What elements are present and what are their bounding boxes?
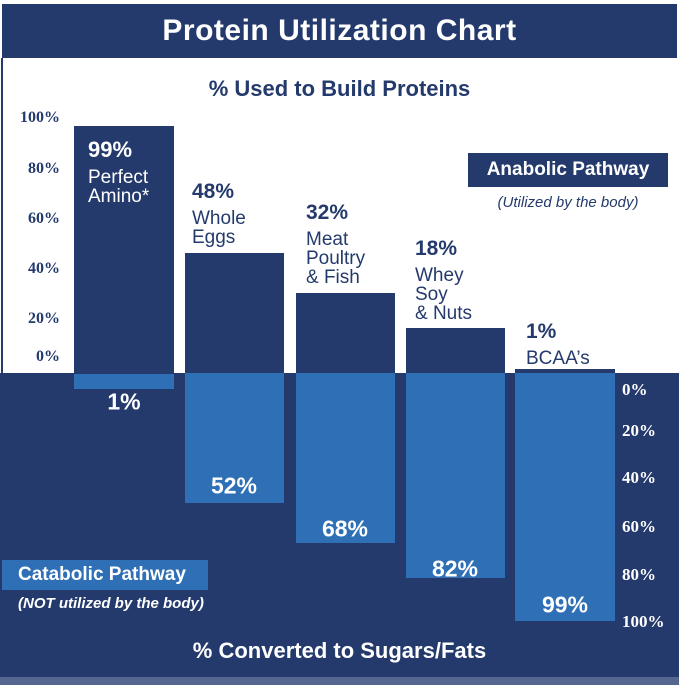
top-axis-heading: % Used to Build Proteins	[208, 76, 471, 101]
bar-label-whole-eggs: 48% Whole Eggs	[192, 180, 246, 248]
catabolic-bar-meat-poultry-fish	[296, 373, 395, 543]
anabolic-bar-bcaas	[515, 369, 615, 373]
catabolic-bar-whole-eggs	[185, 373, 284, 503]
right-axis-tick-80: 80%	[622, 565, 656, 584]
left-axis-tick-80: 80%	[28, 160, 60, 177]
left-axis-tick-100: 100%	[20, 109, 60, 126]
left-axis-line	[1, 58, 3, 373]
anabolic-bar-whey-soy-nuts	[406, 328, 505, 373]
anabolic-bar-whole-eggs	[185, 253, 284, 373]
catabolic-pct-whole-eggs: 52%	[210, 472, 258, 499]
anabolic-pathway-label: Anabolic Pathway	[486, 159, 650, 180]
left-axis-tick-0: 0%	[36, 348, 60, 365]
left-axis-tick-40: 40%	[28, 260, 60, 277]
catabolic-pathway-sublabel: (NOT utilized by the body)	[18, 595, 204, 612]
right-axis-tick-60: 60%	[622, 517, 656, 536]
bottom-axis-heading: % Converted to Sugars/Fats	[192, 638, 487, 663]
anabolic-pathway-sublabel: (Utilized by the body)	[497, 194, 639, 211]
bar-label-whey-soy-nuts: 18% Whey Soy & Nuts	[415, 237, 473, 324]
anabolic-pathway-badge: Anabolic Pathway	[468, 153, 668, 187]
right-axis-tick-100: 100%	[622, 612, 665, 631]
bar-label-meat-poultry-fish: 32% Meat Poultry & Fish	[306, 201, 366, 288]
page-title: Protein Utilization Chart	[162, 14, 517, 47]
right-axis-tick-0: 0%	[622, 380, 648, 399]
right-axis-tick-20: 20%	[622, 421, 656, 440]
catabolic-pathway-badge: Catabolic Pathway	[2, 560, 208, 590]
catabolic-pathway-label: Catabolic Pathway	[18, 564, 186, 585]
catabolic-bar-whey-soy-nuts	[406, 373, 505, 578]
anabolic-bar-perfect-amino	[74, 125, 174, 373]
left-axis-tick-60: 60%	[28, 210, 60, 227]
bar-label-bcaas: 1% BCAA’s	[526, 320, 590, 369]
chart-title-bar: Protein Utilization Chart	[2, 4, 677, 58]
catabolic-bar-bcaas	[515, 373, 615, 621]
bar-pct: 1%	[526, 320, 557, 343]
bar-label-perfect-amino: 99% Perfect Amino*	[88, 137, 150, 207]
anabolic-bar-meat-poultry-fish	[296, 293, 395, 373]
bar-pct: 99%	[88, 137, 133, 162]
catabolic-pct-bcaas: 99%	[541, 591, 589, 618]
bar-pct: 18%	[415, 237, 458, 260]
bar-pct: 48%	[192, 180, 235, 203]
catabolic-pct-whey-soy-nuts: 82%	[431, 555, 479, 582]
right-axis-tick-40: 40%	[622, 468, 656, 487]
catabolic-pct-meat-poultry-fish: 68%	[321, 515, 369, 542]
left-axis-tick-20: 20%	[28, 310, 60, 327]
bar-pct: 32%	[306, 201, 349, 224]
catabolic-pct-perfect-amino: 1%	[107, 388, 141, 415]
bottom-edge-strip	[0, 677, 679, 685]
catabolic-bar-perfect-amino	[74, 374, 174, 389]
